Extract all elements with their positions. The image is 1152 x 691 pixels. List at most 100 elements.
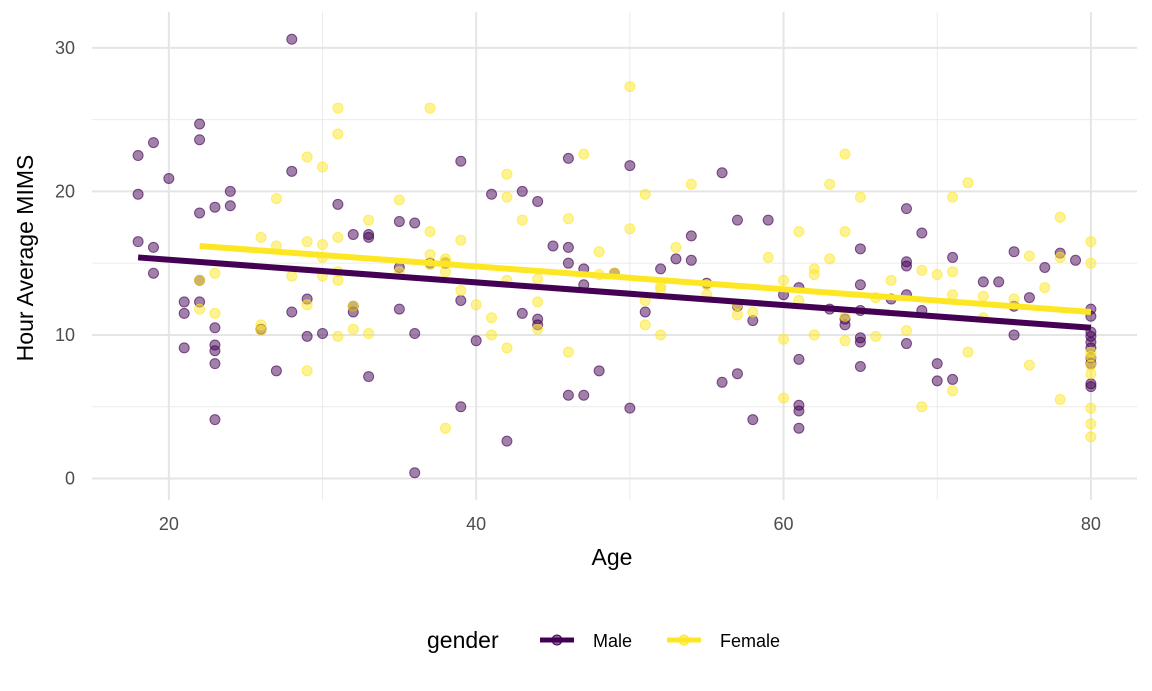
- point-male: [409, 467, 421, 479]
- point-female: [1039, 282, 1051, 294]
- point-female: [624, 81, 636, 93]
- point-male: [624, 160, 636, 172]
- point-female: [1085, 431, 1097, 443]
- point-male: [562, 389, 574, 401]
- point-male: [716, 167, 728, 179]
- point-male: [1008, 246, 1020, 258]
- point-female: [332, 231, 344, 243]
- point-female: [778, 392, 790, 404]
- point-male: [655, 263, 667, 275]
- point-female: [486, 329, 498, 341]
- point-female: [209, 307, 221, 319]
- point-female: [363, 214, 375, 226]
- point-male: [1085, 381, 1097, 393]
- point-female: [562, 213, 574, 225]
- point-female: [532, 323, 544, 335]
- point-male: [562, 241, 574, 253]
- point-female: [1023, 359, 1035, 371]
- point-male: [470, 335, 482, 347]
- point-female: [194, 303, 206, 315]
- point-female: [1054, 394, 1066, 406]
- point-male: [224, 185, 236, 197]
- point-female: [439, 422, 451, 434]
- point-male: [178, 296, 190, 308]
- point-female: [1085, 257, 1097, 269]
- point-female: [255, 325, 267, 337]
- point-male: [147, 137, 159, 149]
- point-female: [962, 177, 974, 189]
- point-female: [824, 178, 836, 190]
- point-female: [501, 342, 513, 354]
- point-male: [900, 260, 912, 272]
- x-tick-label: 20: [159, 514, 179, 534]
- point-male: [1023, 292, 1035, 304]
- point-female: [317, 161, 329, 173]
- point-male: [409, 217, 421, 229]
- point-female: [424, 249, 436, 261]
- point-female: [562, 346, 574, 358]
- point-female: [824, 253, 836, 265]
- legend: gender Male Female: [427, 627, 780, 653]
- point-female: [685, 178, 697, 190]
- point-male: [501, 435, 513, 447]
- point-male: [209, 414, 221, 426]
- point-female: [486, 312, 498, 324]
- point-female: [332, 128, 344, 140]
- point-female: [624, 223, 636, 235]
- point-female: [317, 239, 329, 251]
- x-tick-label: 80: [1081, 514, 1101, 534]
- point-female: [1085, 418, 1097, 430]
- point-male: [178, 342, 190, 354]
- point-female: [947, 289, 959, 301]
- legend-marker: [678, 634, 690, 646]
- legend-key-female: [667, 634, 701, 646]
- point-female: [1054, 251, 1066, 263]
- point-male: [286, 33, 298, 45]
- point-female: [839, 148, 851, 160]
- y-tick-label: 30: [55, 38, 75, 58]
- point-male: [270, 365, 282, 377]
- point-male: [163, 172, 175, 184]
- x-tick-labels: 20 40 60 80: [159, 514, 1101, 534]
- point-female: [1085, 368, 1097, 380]
- point-male: [209, 322, 221, 334]
- point-male: [194, 118, 206, 130]
- point-male: [409, 328, 421, 340]
- point-male: [900, 338, 912, 350]
- point-male: [793, 422, 805, 434]
- point-male: [1039, 261, 1051, 273]
- point-male: [947, 251, 959, 263]
- point-female: [516, 214, 528, 226]
- point-female: [593, 246, 605, 258]
- point-male: [486, 188, 498, 200]
- point-male: [332, 198, 344, 210]
- point-male: [532, 195, 544, 207]
- point-female: [424, 226, 436, 238]
- point-male: [1070, 254, 1082, 266]
- point-female: [363, 328, 375, 340]
- point-male: [685, 254, 697, 266]
- point-female: [301, 151, 313, 163]
- point-female: [470, 299, 482, 311]
- point-female: [916, 264, 928, 276]
- point-female: [393, 194, 405, 206]
- point-male: [455, 155, 467, 167]
- point-male: [147, 241, 159, 253]
- point-male: [363, 371, 375, 383]
- point-male: [593, 365, 605, 377]
- x-axis-title: Age: [592, 544, 633, 570]
- point-male: [147, 267, 159, 279]
- point-female: [839, 335, 851, 347]
- point-female: [194, 274, 206, 286]
- point-male: [393, 303, 405, 315]
- point-male: [317, 328, 329, 340]
- point-male: [731, 214, 743, 226]
- point-male: [670, 253, 682, 265]
- point-male: [562, 152, 574, 164]
- point-female: [455, 234, 467, 246]
- point-male: [854, 243, 866, 255]
- point-female: [439, 266, 451, 278]
- point-male: [854, 361, 866, 373]
- point-female: [778, 333, 790, 345]
